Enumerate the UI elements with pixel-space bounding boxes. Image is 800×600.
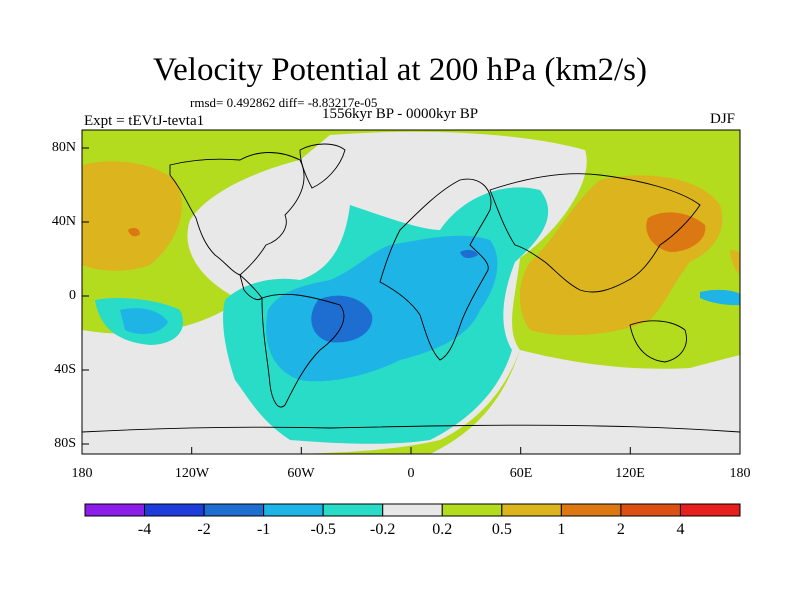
colorbar-label: 2 — [616, 521, 625, 538]
experiment-label: Expt = tEVtJ-tevta1 — [84, 113, 205, 129]
colorbar-swatch — [441, 503, 503, 517]
lat-label-80S: 80S — [54, 436, 76, 451]
colorbar-label: -1 — [256, 521, 271, 538]
period-label: 1556kyr BP - 0000kyr BP — [322, 106, 479, 122]
lon-label-180e: 180 — [729, 466, 751, 481]
colorbar-swatch — [501, 503, 562, 517]
lat-label-80N: 80N — [51, 140, 76, 155]
field-neg-mid-eastpacific — [700, 289, 740, 306]
colorbar-label: -4 — [137, 521, 152, 538]
lon-label-120e: 120E — [615, 466, 645, 481]
field-neg-mid-pacific — [120, 308, 168, 334]
colorbar-swatch — [144, 503, 205, 517]
colorbar-swatch — [679, 503, 741, 517]
coast-asia — [489, 173, 701, 293]
colorbar-swatch — [620, 503, 681, 517]
colorbar-swatch — [203, 503, 265, 517]
field-pos-strong-npacific — [128, 227, 140, 237]
coast-australia — [629, 320, 687, 363]
lon-label-0: 0 — [407, 466, 415, 481]
colorbar-label: -0.5 — [310, 521, 336, 538]
lat-label-0: 0 — [69, 288, 76, 303]
colorbar-swatch — [263, 503, 324, 517]
contour-field — [82, 130, 740, 454]
lon-label-60w: 60W — [287, 466, 315, 481]
field-neg-strong-brazil — [311, 295, 373, 343]
axis-ticks — [81, 147, 741, 454]
lon-label-120w: 120W — [174, 466, 210, 481]
field-neg-mid-atlantic — [266, 235, 498, 382]
colorbar-label: 1 — [557, 521, 566, 538]
colorbar-label: 4 — [676, 521, 685, 538]
colorbar-label: 0.5 — [491, 521, 512, 538]
coast-north-america — [169, 152, 305, 276]
colorbar-label: 0.2 — [432, 521, 453, 538]
lon-label-180w: 180 — [71, 466, 93, 481]
coastlines — [82, 143, 740, 433]
colorbar-swatch — [84, 503, 146, 517]
coast-europe-africa — [379, 178, 492, 361]
field-pos-mid-npacific — [82, 161, 182, 271]
lon-label-60e: 60E — [509, 466, 533, 481]
colorbar-swatch — [382, 503, 443, 517]
colorbar-label: -0.2 — [370, 521, 396, 538]
field-pos-mid-eastern — [730, 250, 740, 275]
season-label: DJF — [710, 111, 736, 127]
lat-label-40S: 40S — [54, 362, 76, 377]
field-pos-strong-japan — [646, 212, 706, 252]
stats-text: rmsd= 0.492862 diff= -8.83217e-05 — [190, 95, 378, 110]
colorbar-swatch — [322, 503, 384, 517]
map-title: Velocity Potential at 200 hPa (km2/s) — [152, 52, 648, 88]
coast-antarctica — [82, 424, 740, 433]
colorbar-label: -2 — [197, 521, 211, 538]
lat-label-40N: 40N — [51, 214, 76, 229]
colorbar-swatch — [560, 503, 622, 517]
coast-greenland — [299, 143, 346, 189]
field-neg-strong-africa — [460, 249, 478, 259]
colorbar — [84, 503, 741, 517]
coast-south-america — [261, 293, 345, 408]
